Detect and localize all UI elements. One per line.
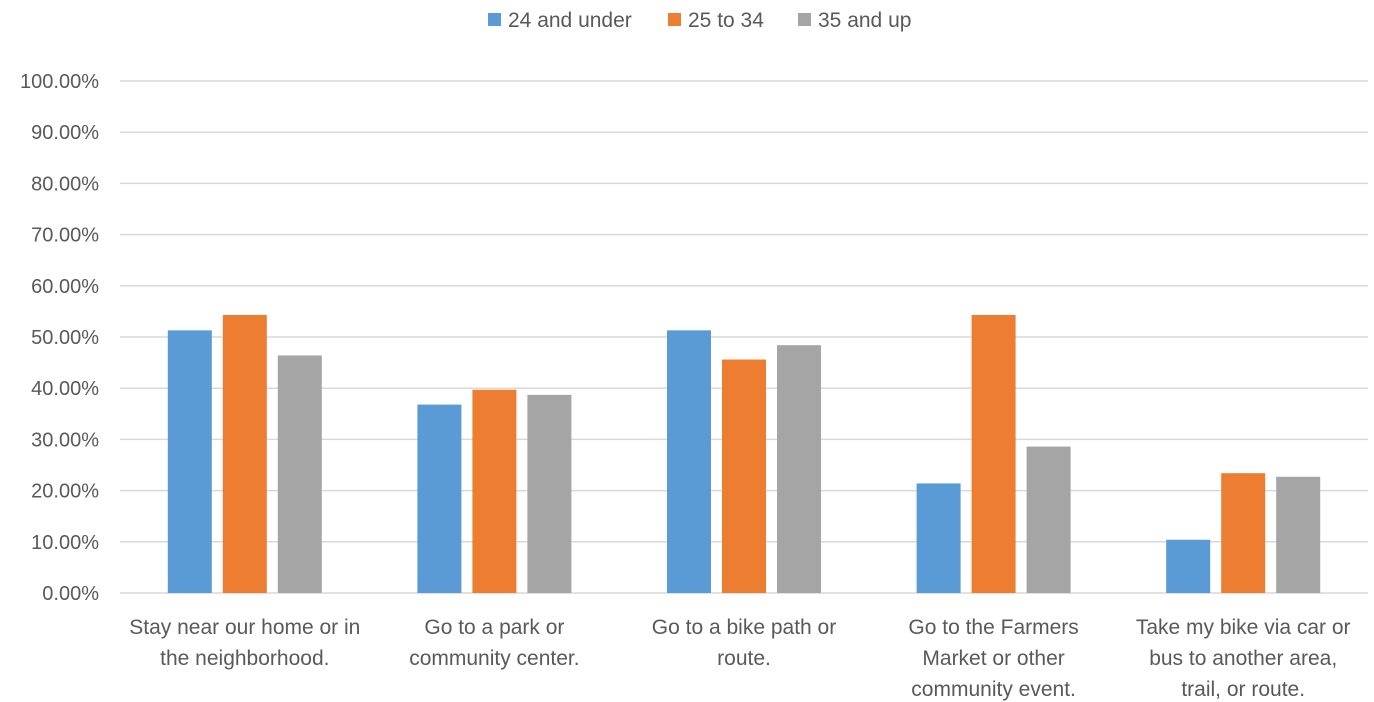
bar-25-to-34-1 <box>222 314 267 593</box>
bar-35-and-up-1 <box>277 355 322 593</box>
y-tick-label: 50.00% <box>31 327 99 349</box>
y-tick-label: 60.00% <box>31 276 99 298</box>
bar-35-and-up-5 <box>1276 476 1321 593</box>
y-tick-label: 90.00% <box>31 122 99 144</box>
y-tick-label: 30.00% <box>31 429 99 451</box>
x-category-label: Stay near our home or in the neighborhood… <box>129 616 360 670</box>
legend-label: 35 and up <box>818 9 911 32</box>
bar-25-to-34-5 <box>1221 473 1266 593</box>
bar-35-and-up-2 <box>527 394 572 593</box>
y-tick-label: 20.00% <box>31 481 99 503</box>
bar-35-and-up-4 <box>1026 446 1071 593</box>
legend-swatch <box>488 13 501 26</box>
legend-swatch <box>798 13 811 26</box>
y-tick-label: 100.00% <box>20 71 99 93</box>
y-tick-label: 80.00% <box>31 173 99 195</box>
x-category-label: Go to a park or community center. <box>409 616 579 670</box>
bar-35-and-up-3 <box>777 345 821 593</box>
bar-24-and-under-5 <box>1166 539 1211 593</box>
bar-25-to-34-3 <box>722 359 766 593</box>
x-category-label: Go to a bike path or route. <box>652 616 836 670</box>
legend-label: 24 and under <box>508 9 632 32</box>
x-category-label: Take my bike via car or bus to another ar… <box>1136 616 1351 701</box>
bar-25-to-34-4 <box>971 314 1016 593</box>
legend-swatch <box>668 13 681 26</box>
y-axis: 0.00% 10.00% 20.00% 30.00% 40.00% 50.00% 60.00… <box>20 71 99 605</box>
x-category-label: Go to the Farmers Market or other communit… <box>908 616 1078 701</box>
y-tick-label: 0.00% <box>42 583 99 605</box>
bars <box>167 314 1321 593</box>
bar-24-and-under-3 <box>667 330 711 593</box>
x-axis: Stay near our home or in the neighborhood… <box>129 616 1350 701</box>
bar-25-to-34-2 <box>472 389 517 593</box>
bar-24-and-under-2 <box>417 404 462 593</box>
y-tick-label: 10.00% <box>31 532 99 554</box>
y-tick-label: 40.00% <box>31 378 99 400</box>
legend: 24 and under 25 to 34 35 and up <box>488 9 911 32</box>
legend-label: 25 to 34 <box>688 9 764 32</box>
bar-24-and-under-1 <box>167 330 212 593</box>
bar-24-and-under-4 <box>916 483 961 593</box>
y-tick-label: 70.00% <box>31 225 99 247</box>
